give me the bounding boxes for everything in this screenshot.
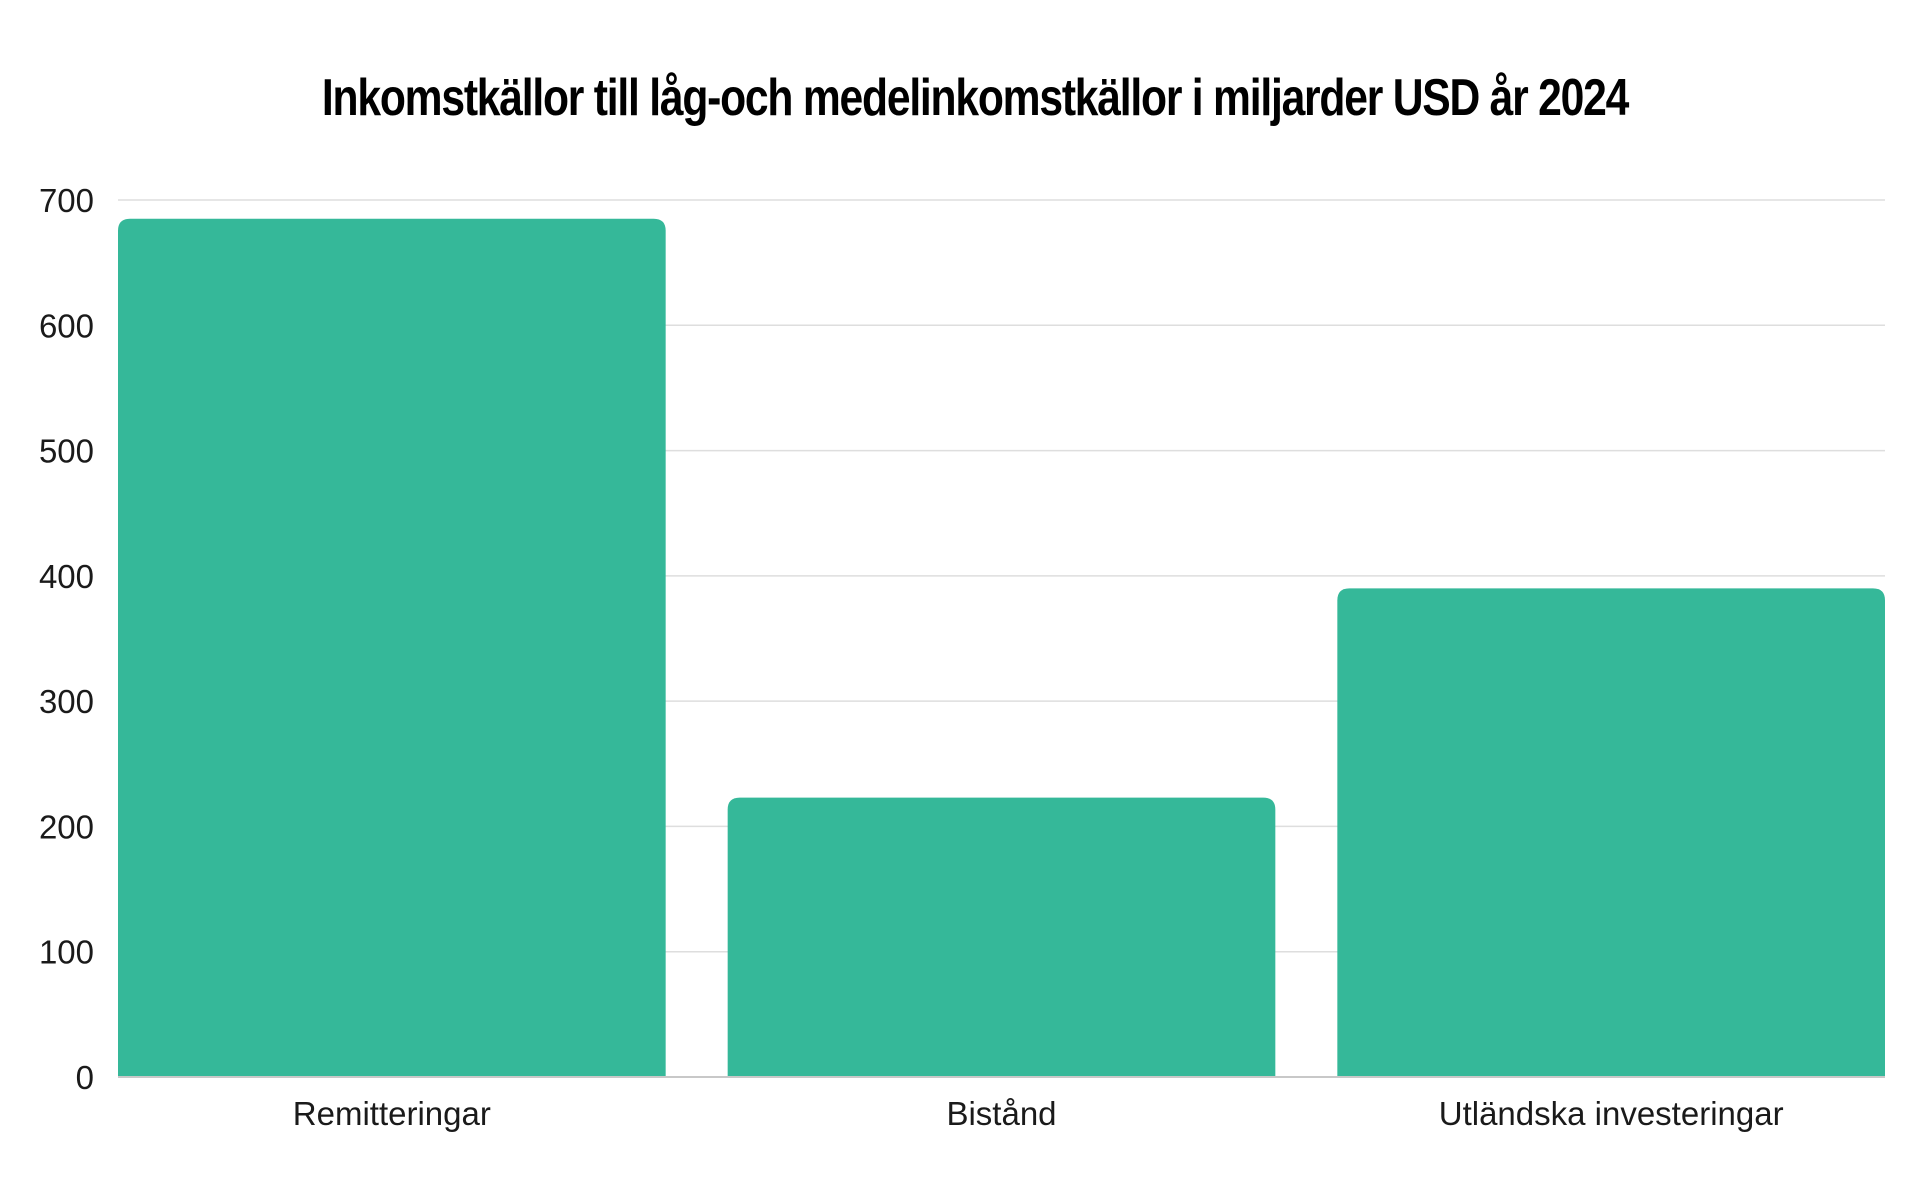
bars — [118, 218, 1885, 1078]
y-tick-label: 200 — [39, 808, 94, 845]
x-tick-label: Remitteringar — [293, 1095, 491, 1132]
x-tick-label: Utländska investeringar — [1439, 1095, 1784, 1132]
y-tick-label: 600 — [39, 307, 94, 344]
y-tick-label: 700 — [39, 182, 94, 219]
bar-remitteringar — [118, 218, 666, 1078]
bar-bistånd — [727, 797, 1276, 1077]
x-axis-labels: Remitteringar Bistånd Utländska investerin… — [293, 1095, 1784, 1132]
y-tick-label: 100 — [39, 934, 94, 971]
y-tick-label: 300 — [39, 683, 94, 720]
y-axis-ticks: 0 100 200 300 400 500 600 700 — [39, 182, 94, 1096]
y-tick-label: 0 — [76, 1059, 94, 1096]
bar-utländska-investeringar — [1337, 588, 1885, 1077]
chart-title: Inkomstkällor till låg-och medelinkomstk… — [321, 69, 1629, 127]
y-tick-label: 400 — [39, 558, 94, 595]
x-tick-label: Bistånd — [946, 1095, 1056, 1132]
y-tick-label: 500 — [39, 433, 94, 470]
